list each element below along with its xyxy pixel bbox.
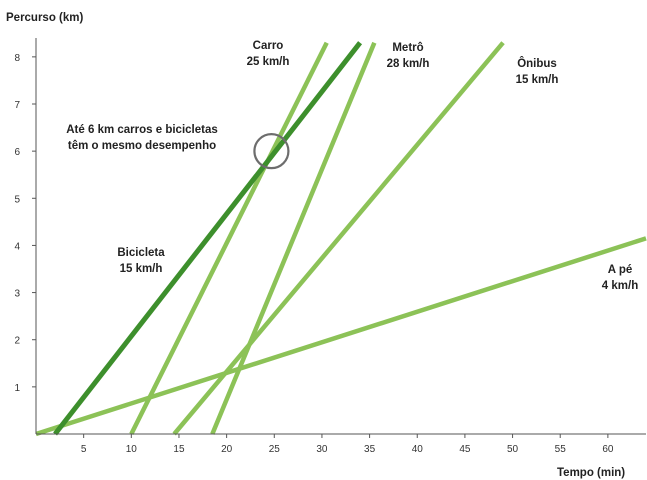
annotation-circle [253, 133, 290, 170]
label-carro-name: Carro [253, 40, 284, 52]
x-tick-label: 40 [412, 444, 424, 455]
y-tick-label: 7 [14, 100, 20, 111]
series-line-bicicleta [53, 41, 363, 436]
x-tick-label: 35 [364, 444, 376, 455]
y-tick-label: 4 [14, 241, 20, 252]
label-ape-speed: 4 km/h [602, 280, 638, 292]
x-tick-label: 25 [269, 444, 281, 455]
y-tick-label: 1 [14, 383, 20, 394]
annotation-line-2: têm o mesmo desempenho [68, 140, 216, 152]
x-tick-label: 20 [221, 444, 233, 455]
y-tick-label: 3 [14, 289, 20, 300]
axes-layer [35, 38, 646, 435]
label-carro-speed: 25 km/h [247, 56, 290, 68]
label-metro-speed: 28 km/h [387, 58, 430, 70]
x-tick-label: 15 [173, 444, 185, 455]
series-line-carro [129, 41, 329, 436]
series-layer [35, 41, 647, 437]
label-bicicleta-name: Bicicleta [117, 247, 165, 259]
x-tick-label: 50 [507, 444, 519, 455]
x-axis-title: Tempo (min) [557, 467, 625, 479]
series-line-a-pe [35, 236, 647, 437]
label-metro-name: Metrô [392, 42, 423, 54]
x-tick-label: 60 [602, 444, 614, 455]
y-tick-label: 6 [14, 147, 20, 158]
x-tick-label: 10 [126, 444, 138, 455]
annotation-line-1: Até 6 km carros e bicicletas [66, 124, 218, 136]
y-tick-label: 5 [14, 194, 20, 205]
y-tick-label: 2 [14, 336, 20, 347]
x-tick-label: 5 [81, 444, 87, 455]
x-tick-label: 45 [459, 444, 471, 455]
x-tick-label: 55 [555, 444, 567, 455]
y-tick-label: 8 [14, 53, 20, 64]
series-line-metro [210, 41, 377, 435]
y-axis-title: Percurso (km) [6, 12, 84, 24]
x-tick-label: 30 [316, 444, 328, 455]
series-line-onibus [172, 41, 505, 436]
label-onibus-name: Ônibus [517, 57, 557, 70]
label-onibus-speed: 15 km/h [516, 74, 559, 86]
label-bicicleta-speed: 15 km/h [120, 263, 163, 275]
label-ape-name: A pé [608, 264, 633, 276]
